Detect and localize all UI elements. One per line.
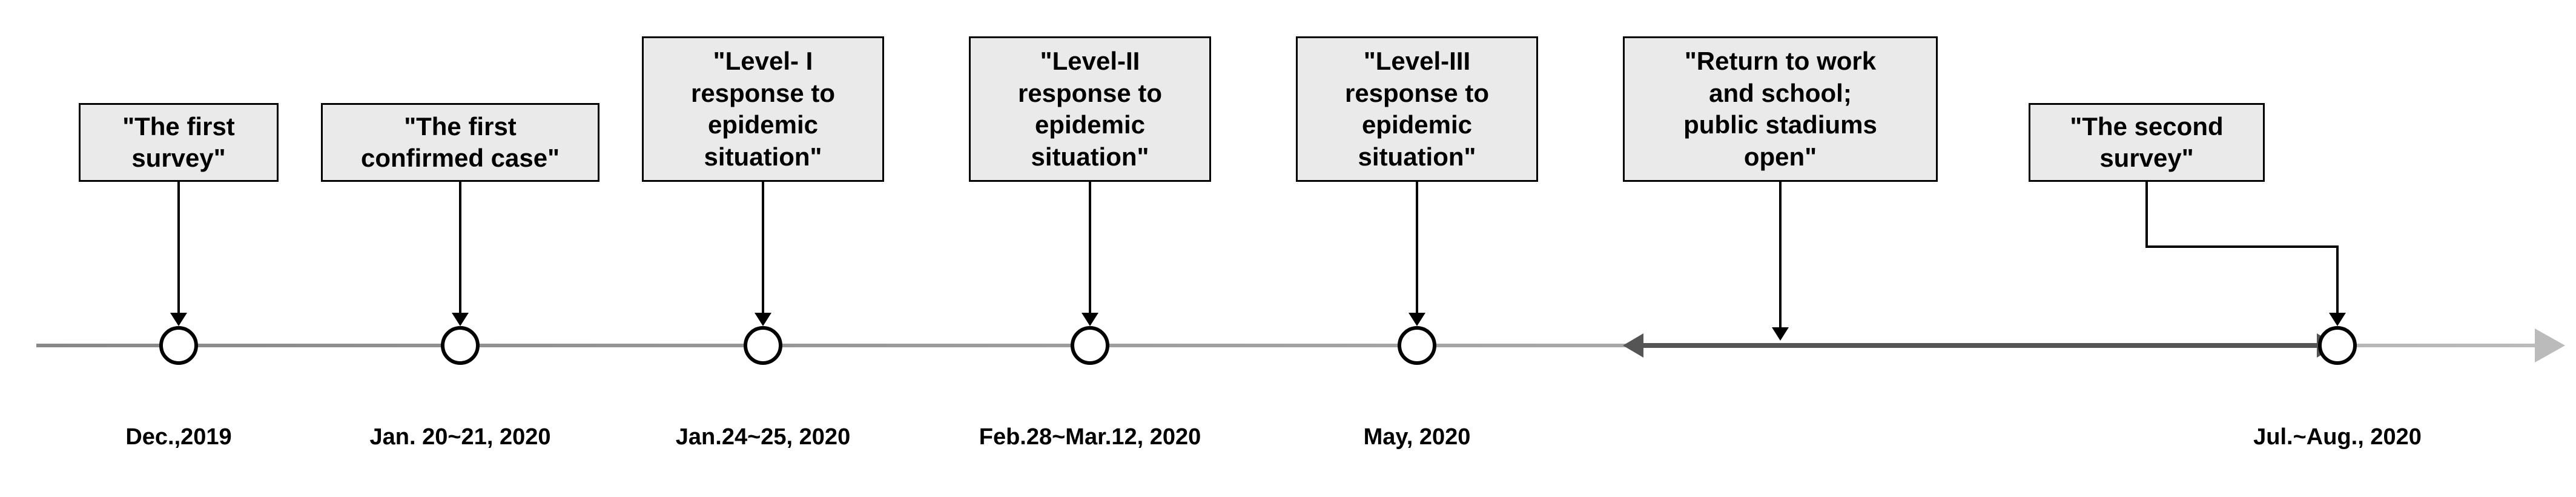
event-box-return-to-work: "Return to work and school; public stadi… (1623, 36, 1938, 182)
connector-line (2145, 245, 2339, 248)
event-box-level-2-response: "Level-II response to epidemic situation… (969, 36, 1211, 182)
event-label: "The first survey" (122, 111, 235, 175)
event-label: "The second survey" (2070, 111, 2223, 175)
connector-line (762, 182, 764, 313)
date-label: Jan.24~25, 2020 (676, 424, 850, 450)
timeline-marker (1398, 326, 1436, 365)
connector-arrowhead (755, 313, 771, 326)
timeline-marker (1071, 326, 1109, 365)
range-arrow-head-left (1623, 333, 1643, 358)
event-label: "Return to work and school; public stadi… (1683, 45, 1877, 173)
timeline-marker (159, 326, 198, 365)
connector-line (177, 182, 180, 313)
timeline-marker (441, 326, 480, 365)
event-box-level-3-response: "Level-III response to epidemic situatio… (1296, 36, 1538, 182)
date-label: Feb.28~Mar.12, 2020 (979, 424, 1201, 450)
event-box-level-1-response: "Level- I response to epidemic situation… (642, 36, 884, 182)
date-label: Jul.~Aug., 2020 (2253, 424, 2422, 450)
connector-arrowhead (170, 313, 187, 326)
connector-arrowhead (452, 313, 469, 326)
event-label: "Level-III response to epidemic situatio… (1345, 45, 1489, 173)
connector-arrowhead (2329, 313, 2346, 326)
connector-line (1416, 182, 1418, 313)
event-label: "Level- I response to epidemic situation… (691, 45, 835, 173)
timeline-marker (2318, 326, 2357, 365)
connector-line (1089, 182, 1091, 313)
connector-line (459, 182, 461, 313)
connector-arrowhead (1772, 327, 1789, 341)
connector-arrowhead (1409, 313, 1425, 326)
range-arrow-line (1643, 343, 2317, 348)
event-box-first-confirmed-case: "The first confirmed case" (321, 103, 599, 182)
connector-line (2145, 182, 2148, 247)
date-label: May, 2020 (1364, 424, 1471, 450)
connector-line (1779, 182, 1782, 327)
timeline-marker (744, 326, 782, 365)
date-label: Jan. 20~21, 2020 (370, 424, 551, 450)
event-box-second-survey: "The second survey" (2029, 103, 2265, 182)
connector-line (2336, 247, 2339, 313)
timeline-diagram: "The first survey" Dec.,2019 "The first co… (0, 0, 2576, 497)
event-box-first-survey: "The first survey" (79, 103, 279, 182)
event-label: "Level-II response to epidemic situation… (1018, 45, 1162, 173)
event-label: "The first confirmed case" (361, 111, 560, 175)
connector-arrowhead (1082, 313, 1098, 326)
date-label: Dec.,2019 (125, 424, 231, 450)
timeline-axis-arrowhead (2535, 329, 2565, 362)
